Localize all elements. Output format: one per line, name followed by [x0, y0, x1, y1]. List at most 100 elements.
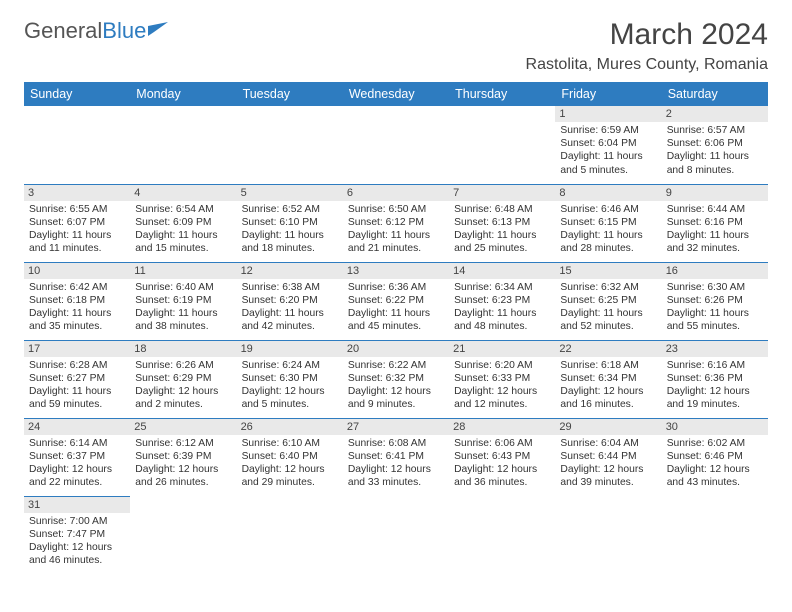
daylight-text: Daylight: 12 hours [29, 463, 125, 476]
calendar-cell: 22Sunrise: 6:18 AMSunset: 6:34 PMDayligh… [555, 340, 661, 418]
daylight-text: Daylight: 12 hours [560, 385, 656, 398]
daylight-text: and 48 minutes. [454, 320, 550, 333]
daylight-text: Daylight: 12 hours [29, 541, 125, 554]
daylight-text: Daylight: 11 hours [135, 229, 231, 242]
sunset-text: Sunset: 6:16 PM [667, 216, 763, 229]
daylight-text: and 38 minutes. [135, 320, 231, 333]
calendar-cell: 9Sunrise: 6:44 AMSunset: 6:16 PMDaylight… [662, 184, 768, 262]
calendar-cell: 1Sunrise: 6:59 AMSunset: 6:04 PMDaylight… [555, 106, 661, 184]
calendar-cell [343, 106, 449, 184]
day-number: 20 [343, 341, 449, 357]
daylight-text: and 15 minutes. [135, 242, 231, 255]
daylight-text: and 43 minutes. [667, 476, 763, 489]
calendar-cell: 26Sunrise: 6:10 AMSunset: 6:40 PMDayligh… [237, 418, 343, 496]
calendar-week: 24Sunrise: 6:14 AMSunset: 6:37 PMDayligh… [24, 418, 768, 496]
daylight-text: Daylight: 12 hours [242, 385, 338, 398]
title-block: March 2024 Rastolita, Mures County, Roma… [526, 18, 768, 74]
sunrise-text: Sunrise: 6:14 AM [29, 437, 125, 450]
calendar-cell: 23Sunrise: 6:16 AMSunset: 6:36 PMDayligh… [662, 340, 768, 418]
daylight-text: and 29 minutes. [242, 476, 338, 489]
day-number: 12 [237, 263, 343, 279]
daylight-text: Daylight: 12 hours [242, 463, 338, 476]
day-number: 6 [343, 185, 449, 201]
day-number: 11 [130, 263, 236, 279]
sunrise-text: Sunrise: 6:32 AM [560, 281, 656, 294]
calendar-cell: 28Sunrise: 6:06 AMSunset: 6:43 PMDayligh… [449, 418, 555, 496]
sunrise-text: Sunrise: 6:36 AM [348, 281, 444, 294]
location: Rastolita, Mures County, Romania [526, 56, 768, 74]
daylight-text: and 45 minutes. [348, 320, 444, 333]
calendar-week: 10Sunrise: 6:42 AMSunset: 6:18 PMDayligh… [24, 262, 768, 340]
sunset-text: Sunset: 6:10 PM [242, 216, 338, 229]
logo-text-1: General [24, 18, 102, 44]
day-number: 10 [24, 263, 130, 279]
sunrise-text: Sunrise: 6:26 AM [135, 359, 231, 372]
sunrise-text: Sunrise: 6:20 AM [454, 359, 550, 372]
daylight-text: Daylight: 11 hours [348, 229, 444, 242]
daylight-text: Daylight: 11 hours [560, 307, 656, 320]
day-number: 30 [662, 419, 768, 435]
daylight-text: Daylight: 11 hours [560, 150, 656, 163]
daylight-text: Daylight: 11 hours [454, 307, 550, 320]
sunrise-text: Sunrise: 6:06 AM [454, 437, 550, 450]
calendar-cell: 13Sunrise: 6:36 AMSunset: 6:22 PMDayligh… [343, 262, 449, 340]
sunrise-text: Sunrise: 6:10 AM [242, 437, 338, 450]
day-number: 1 [555, 106, 661, 122]
day-number: 18 [130, 341, 236, 357]
day-number: 7 [449, 185, 555, 201]
daylight-text: and 36 minutes. [454, 476, 550, 489]
month-title: March 2024 [526, 18, 768, 52]
daylight-text: Daylight: 12 hours [560, 463, 656, 476]
daylight-text: Daylight: 12 hours [348, 385, 444, 398]
sunrise-text: Sunrise: 6:54 AM [135, 203, 231, 216]
calendar-cell: 18Sunrise: 6:26 AMSunset: 6:29 PMDayligh… [130, 340, 236, 418]
daylight-text: Daylight: 12 hours [667, 385, 763, 398]
sunset-text: Sunset: 6:36 PM [667, 372, 763, 385]
sunset-text: Sunset: 6:13 PM [454, 216, 550, 229]
daylight-text: and 21 minutes. [348, 242, 444, 255]
day-number: 31 [24, 497, 130, 513]
daylight-text: Daylight: 11 hours [560, 229, 656, 242]
sunset-text: Sunset: 6:39 PM [135, 450, 231, 463]
logo: GeneralBlue [24, 18, 170, 44]
calendar-cell: 19Sunrise: 6:24 AMSunset: 6:30 PMDayligh… [237, 340, 343, 418]
daylight-text: and 5 minutes. [560, 164, 656, 177]
day-number: 8 [555, 185, 661, 201]
sunrise-text: Sunrise: 6:57 AM [667, 124, 763, 137]
sunset-text: Sunset: 6:30 PM [242, 372, 338, 385]
daylight-text: Daylight: 11 hours [348, 307, 444, 320]
calendar-cell: 29Sunrise: 6:04 AMSunset: 6:44 PMDayligh… [555, 418, 661, 496]
day-number: 22 [555, 341, 661, 357]
sunrise-text: Sunrise: 6:22 AM [348, 359, 444, 372]
day-number: 26 [237, 419, 343, 435]
header: GeneralBlue March 2024 Rastolita, Mures … [24, 18, 768, 74]
calendar-week: 1Sunrise: 6:59 AMSunset: 6:04 PMDaylight… [24, 106, 768, 184]
sunset-text: Sunset: 6:07 PM [29, 216, 125, 229]
daylight-text: and 2 minutes. [135, 398, 231, 411]
daylight-text: and 5 minutes. [242, 398, 338, 411]
daylight-text: and 55 minutes. [667, 320, 763, 333]
day-number: 19 [237, 341, 343, 357]
day-number: 17 [24, 341, 130, 357]
sunrise-text: Sunrise: 6:48 AM [454, 203, 550, 216]
calendar-cell: 30Sunrise: 6:02 AMSunset: 6:46 PMDayligh… [662, 418, 768, 496]
day-number: 23 [662, 341, 768, 357]
daylight-text: Daylight: 11 hours [135, 307, 231, 320]
calendar-week: 17Sunrise: 6:28 AMSunset: 6:27 PMDayligh… [24, 340, 768, 418]
sunset-text: Sunset: 6:04 PM [560, 137, 656, 150]
daylight-text: Daylight: 12 hours [135, 385, 231, 398]
sunset-text: Sunset: 6:46 PM [667, 450, 763, 463]
calendar-cell: 8Sunrise: 6:46 AMSunset: 6:15 PMDaylight… [555, 184, 661, 262]
daylight-text: and 59 minutes. [29, 398, 125, 411]
day-number: 24 [24, 419, 130, 435]
sunset-text: Sunset: 6:34 PM [560, 372, 656, 385]
daylight-text: and 28 minutes. [560, 242, 656, 255]
daylight-text: and 52 minutes. [560, 320, 656, 333]
sunset-text: Sunset: 6:23 PM [454, 294, 550, 307]
daylight-text: and 33 minutes. [348, 476, 444, 489]
sunset-text: Sunset: 6:20 PM [242, 294, 338, 307]
calendar-cell: 3Sunrise: 6:55 AMSunset: 6:07 PMDaylight… [24, 184, 130, 262]
day-number: 28 [449, 419, 555, 435]
daylight-text: and 42 minutes. [242, 320, 338, 333]
calendar-cell [130, 496, 236, 574]
